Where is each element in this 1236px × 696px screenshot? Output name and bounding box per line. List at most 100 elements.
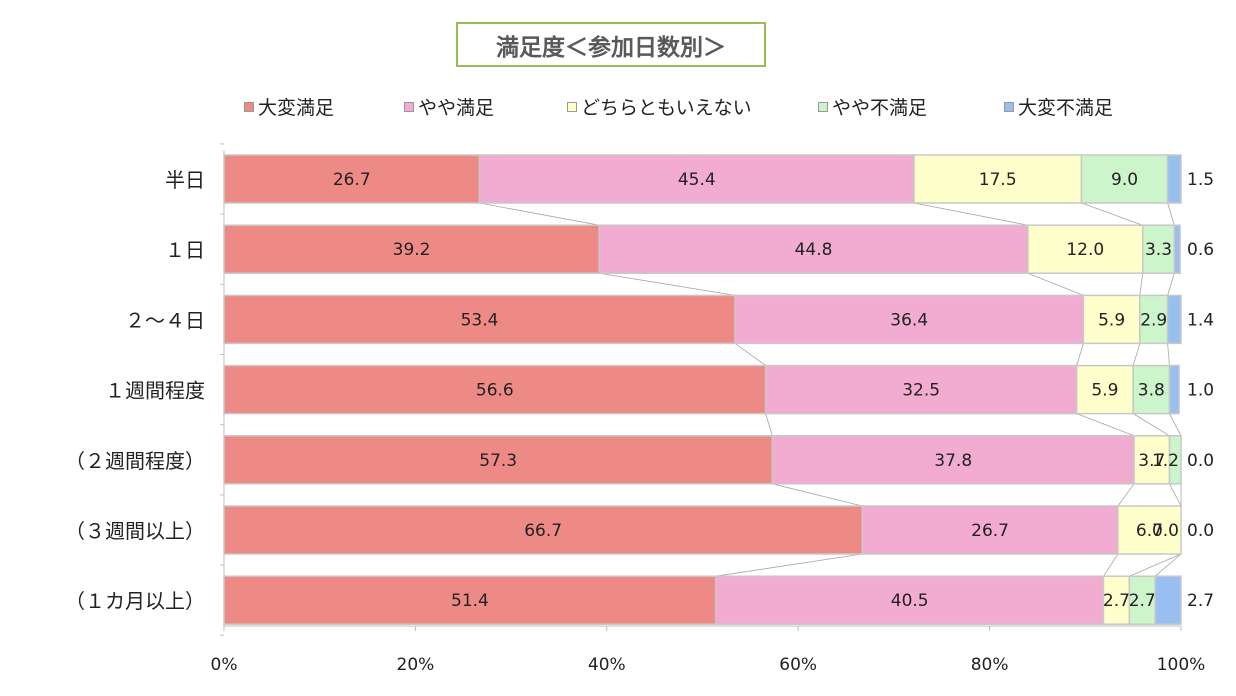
series-line [1081, 202, 1143, 226]
series-line [1103, 553, 1119, 577]
series-lines [479, 202, 1182, 577]
bar-segment [1154, 575, 1182, 625]
legend-label: やや満足 [418, 97, 495, 119]
bar-segment [223, 505, 864, 555]
data-label: 26.7 [333, 170, 371, 190]
x-tick-label: 60% [779, 655, 817, 675]
data-label: 2.9 [1140, 310, 1167, 330]
series-line [1027, 272, 1084, 296]
bar-segment [223, 575, 717, 625]
legend-label: どちらともいえない [581, 97, 752, 119]
legend-swatch [1004, 101, 1014, 112]
legend-label: 大変満足 [258, 97, 335, 119]
category-label: １週間程度 [105, 379, 205, 403]
data-label: 1.0 [1187, 381, 1214, 401]
x-tick-label: 100% [1157, 655, 1206, 675]
bar-segment [861, 505, 1119, 555]
chart-title: 満足度＜参加日数別＞ [456, 22, 766, 67]
data-label: 17.5 [979, 170, 1017, 190]
series-line [1132, 343, 1141, 366]
category-label: ２～４日 [125, 308, 205, 332]
category-label: （３週間以上） [65, 519, 205, 543]
series-line [479, 202, 600, 226]
bar-segment [1128, 575, 1156, 625]
series-line [1076, 343, 1084, 366]
data-label: 37.8 [934, 451, 972, 471]
bar-segment [223, 154, 481, 204]
category-label: （２週間程度） [65, 449, 205, 473]
bar-segment [598, 224, 1029, 274]
data-label: 3.8 [1138, 381, 1165, 401]
legend-item: やや不満足 [818, 93, 927, 120]
bar-segment [1139, 294, 1169, 345]
data-label: 40.5 [891, 591, 929, 611]
data-label: 51.4 [451, 591, 489, 611]
series-line [1117, 483, 1135, 507]
data-label: 9.0 [1111, 170, 1138, 190]
data-label: 3.7 [1138, 451, 1165, 471]
series-line [1129, 553, 1182, 577]
bar-segment [771, 435, 1135, 485]
bar-segment [1075, 364, 1134, 415]
bar-segment [764, 364, 1078, 415]
data-label: 5.9 [1098, 310, 1125, 330]
data-label: 2.7 [1103, 591, 1130, 611]
series-line [1167, 273, 1175, 296]
legend-swatch [244, 101, 254, 112]
series-line [1167, 343, 1170, 366]
series-line [599, 272, 736, 296]
data-label: 66.7 [524, 521, 562, 541]
bar-segment [1173, 224, 1181, 274]
series-line [772, 483, 863, 507]
series-line [1132, 413, 1170, 437]
series-line [1167, 202, 1175, 226]
category-label: （１カ月以上） [65, 589, 205, 613]
data-label: 6.7 [1136, 521, 1163, 541]
legend-item: やや満足 [404, 93, 494, 120]
x-tick-label: 0% [211, 655, 238, 675]
data-label: 0.0 [1187, 521, 1214, 541]
bar-segment [478, 154, 915, 204]
data-label: 0.0 [1152, 521, 1179, 541]
legend-item: どちらともいえない [567, 93, 752, 120]
data-label: 1.5 [1187, 170, 1214, 190]
bar-segment [1141, 224, 1176, 274]
data-label: 12.0 [1066, 240, 1104, 260]
data-label: 32.5 [902, 381, 940, 401]
data-label: 45.4 [678, 170, 716, 190]
data-label: 0.6 [1187, 240, 1214, 260]
series-line [1169, 483, 1182, 507]
bar-segment [1080, 154, 1169, 204]
series-line [715, 553, 863, 577]
data-label: 1.2 [1152, 451, 1179, 471]
legend: 大変満足 やや満足 どちらともいえない やや不満足 大変不満足 [0, 93, 1236, 119]
bar-segment [223, 435, 774, 485]
legend-item: 大変不満足 [1004, 93, 1113, 120]
bar-segment [223, 224, 600, 274]
bar-segment [1168, 435, 1182, 485]
x-tick-label: 80% [971, 655, 1009, 675]
series-line [765, 413, 773, 436]
legend-label: やや不満足 [832, 97, 928, 119]
x-tick-label: 40% [588, 655, 626, 675]
legend-label: 大変不満足 [1018, 97, 1114, 119]
data-label: 57.3 [479, 451, 517, 471]
bar-segment [734, 294, 1085, 345]
bar-segment [1168, 364, 1180, 415]
bar-segment [1166, 294, 1182, 345]
data-label: 2.7 [1129, 591, 1156, 611]
legend-swatch [818, 101, 828, 112]
bar-segment [1133, 435, 1171, 485]
bar-segment [715, 575, 1105, 625]
data-label: 56.6 [476, 381, 514, 401]
data-label: 5.9 [1091, 381, 1118, 401]
legend-swatch [567, 101, 577, 112]
bar-segment [223, 294, 736, 345]
series-line [1169, 413, 1182, 436]
x-tick-label: 20% [397, 655, 435, 675]
bar-segment [913, 154, 1083, 204]
data-label: 26.7 [971, 521, 1009, 541]
category-label: １日 [165, 238, 205, 262]
bar-segment [1117, 505, 1182, 555]
